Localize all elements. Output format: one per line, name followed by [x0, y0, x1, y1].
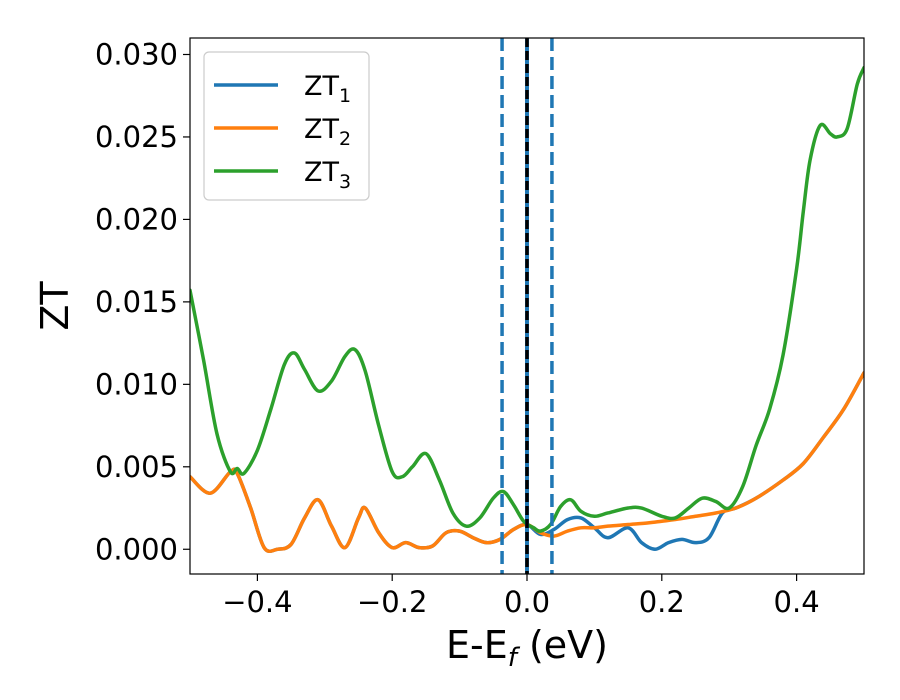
y-tick-label: 0.010 [95, 367, 178, 401]
x-tick-label: −0.2 [357, 585, 427, 619]
legend-label-zt3: ZT3 [304, 157, 351, 193]
x-axis-label: E-Ef (eV) [446, 623, 608, 673]
x-axis-label-main: E-E [446, 623, 508, 667]
x-tick-label: −0.4 [222, 585, 292, 619]
legend-box [203, 51, 370, 201]
y-axis-label: ZT [33, 281, 77, 331]
y-tick-label: 0.020 [95, 202, 178, 236]
y-tick-label: 0.025 [95, 120, 178, 154]
legend-label-zt1: ZT1 [304, 71, 351, 107]
x-tick-label: 0.0 [504, 585, 550, 619]
reference-lines [500, 38, 554, 574]
legend-label-zt2: ZT2 [304, 114, 351, 150]
series-line-zt2 [190, 371, 864, 554]
x-axis-label-unit: (eV) [517, 623, 608, 667]
y-tick-label: 0.015 [95, 285, 178, 319]
legend: ZT1 ZT2 ZT3 [203, 51, 370, 201]
y-tick-label: 0.030 [95, 37, 178, 71]
x-axis-ticks: −0.4 −0.2 0.0 0.2 0.4 [222, 574, 820, 619]
x-tick-label: 0.4 [774, 585, 820, 619]
x-tick-label: 0.2 [639, 585, 685, 619]
y-tick-label: 0.000 [95, 532, 178, 566]
y-axis-ticks: 0.000 0.005 0.010 0.015 0.020 0.025 0.030 [95, 37, 190, 566]
y-tick-label: 0.005 [95, 450, 178, 484]
